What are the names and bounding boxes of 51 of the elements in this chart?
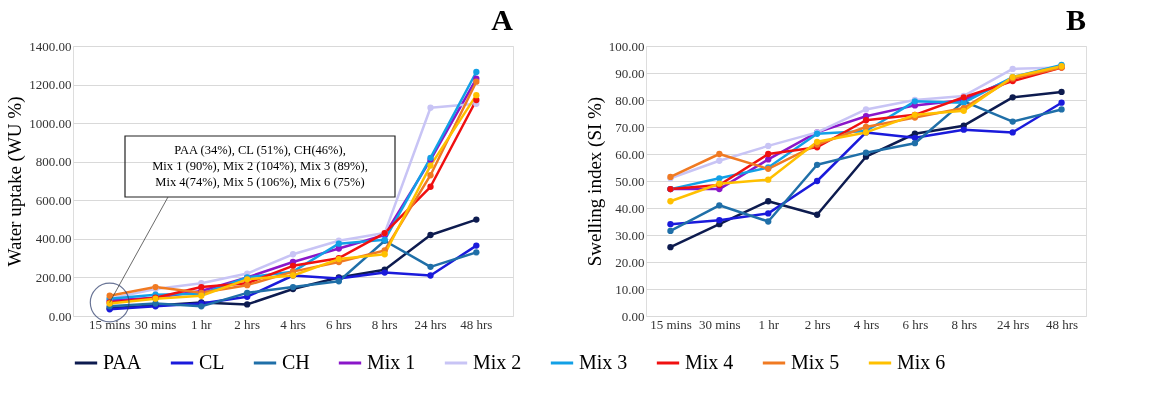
chart-title: A (491, 3, 514, 36)
y-tick-label: 400.00 (35, 231, 72, 247)
y-tick-label: 1200.00 (29, 77, 72, 93)
x-tick-label: 48 hrs (1045, 316, 1079, 332)
legend-label: CH (282, 351, 310, 373)
x-tick-label: 48 hrs (460, 316, 493, 332)
x-tick-label: 15 mins (650, 316, 692, 332)
y-tick-label: 10.00 (615, 281, 645, 297)
legend-label: Mix 4 (685, 351, 734, 373)
y-tick-label: 50.00 (615, 173, 645, 189)
y-tick-label: 1000.00 (29, 115, 72, 131)
x-tick-label: 2 hrs (234, 316, 260, 332)
y-tick-label: 80.00 (615, 92, 645, 108)
y-tick-label: 30.00 (615, 227, 645, 243)
x-tick-label: 6 hrs (326, 316, 352, 332)
x-tick-label: 2 hrs (804, 316, 831, 332)
legend-label: Mix 3 (579, 351, 628, 373)
x-tick-label: 24 hrs (414, 316, 447, 332)
x-tick-label: 8 hrs (951, 316, 978, 332)
y-tick-label: 0.00 (48, 308, 72, 324)
y-tick-label: 200.00 (35, 269, 72, 285)
legend-label: Mix 2 (473, 351, 522, 373)
legend-label: Mix 6 (897, 351, 946, 373)
y-axis-title: Swelling index (SI %) (583, 96, 606, 267)
x-tick-label: 1 hr (191, 316, 213, 332)
x-tick-label: 30 mins (134, 316, 177, 332)
y-tick-label: 100.00 (608, 38, 645, 54)
x-tick-label: 6 hrs (902, 316, 929, 332)
x-tick-label: 4 hrs (280, 316, 306, 332)
legend-label: PAA (103, 351, 142, 373)
x-tick-label: 15 mins (88, 316, 131, 332)
y-tick-label: 90.00 (615, 65, 645, 81)
x-tick-label: 30 mins (699, 316, 741, 332)
y-tick-label: 0.00 (621, 308, 645, 324)
y-tick-label: 1400.00 (29, 38, 72, 54)
y-tick-label: 70.00 (615, 119, 645, 135)
y-tick-label: 40.00 (615, 200, 645, 216)
x-tick-label: 24 hrs (997, 316, 1030, 332)
chart-title: B (1065, 3, 1086, 36)
y-tick-label: 60.00 (615, 146, 645, 162)
x-tick-label: 1 hr (758, 316, 780, 332)
legend-label: Mix 5 (791, 351, 840, 373)
x-tick-label: 8 hrs (371, 316, 398, 332)
y-axis-title: Water uptake (WU %) (4, 96, 27, 267)
y-tick-label: 800.00 (35, 154, 72, 170)
y-tick-label: 600.00 (35, 192, 72, 208)
y-tick-label: 20.00 (615, 254, 645, 270)
x-tick-label: 4 hrs (853, 316, 880, 332)
legend-label: CL (199, 351, 225, 373)
annotation: PAA (34%), CL (51%), CH(46%), Mix 1 (90%), Mix 2 (104%), Mix 3 (89%), Mix 4(74%), Mix 5 (106%), Mix 6 (75%) (152, 143, 368, 189)
legend-label: Mix 1 (367, 351, 416, 373)
